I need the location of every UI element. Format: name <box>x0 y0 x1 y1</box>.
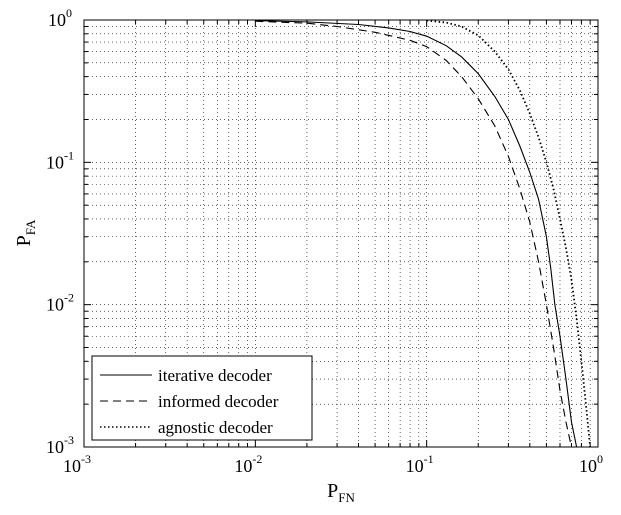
y-axis-label-sub: FA <box>23 219 38 235</box>
y-axis-label: PFA <box>13 219 38 246</box>
x-axis-label-main: P <box>327 480 338 502</box>
x-tick-label-base: 10 <box>234 456 252 476</box>
series-informed-decoder <box>255 20 572 448</box>
y-tick-label-base: 10 <box>46 152 64 172</box>
x-tick-label-exp: 0 <box>597 452 603 466</box>
x-tick-label-base: 10 <box>579 456 597 476</box>
y-tick-label-exp: -1 <box>64 148 74 162</box>
grid <box>84 20 598 447</box>
x-tick-label: 10-1 <box>406 452 434 476</box>
y-tick-label-exp: -3 <box>64 433 74 447</box>
x-tick-label-exp: -3 <box>81 452 91 466</box>
y-tick-label: 10-2 <box>46 291 74 315</box>
x-axis-label-sub: FN <box>338 490 355 505</box>
y-tick-label: 100 <box>48 6 72 30</box>
x-tick-label: 100 <box>579 452 603 476</box>
y-tick-label-exp: -2 <box>64 291 74 305</box>
x-tick-label-exp: -1 <box>424 452 434 466</box>
x-tick-label-base: 10 <box>406 456 424 476</box>
legend-box <box>91 355 313 441</box>
x-tick-label: 10-2 <box>234 452 262 476</box>
x-axis-label: PFN <box>327 480 355 505</box>
y-tick-label: 10-3 <box>46 433 74 457</box>
legend-label-agnostic: agnostic decoder <box>158 418 273 437</box>
y-tick-label-base: 10 <box>46 295 64 315</box>
series-layer <box>255 19 592 448</box>
y-tick-label: 10-1 <box>46 148 74 172</box>
legend-label-informed: informed decoder <box>158 392 279 411</box>
x-tick-label: 10-3 <box>63 452 91 476</box>
y-axis-label-main: P <box>13 235 35 246</box>
x-tick-label-base: 10 <box>63 456 81 476</box>
x-tick-label-exp: -2 <box>252 452 262 466</box>
y-tick-label-base: 10 <box>48 10 66 30</box>
y-tick-label-base: 10 <box>46 437 64 457</box>
legend-label-iterative: iterative decoder <box>158 366 272 385</box>
series-iterative-decoder <box>255 20 578 448</box>
plot-frame <box>83 19 599 448</box>
legend: iterative decoder informed decoder agnos… <box>91 355 313 441</box>
y-tick-label-exp: 0 <box>66 6 72 20</box>
